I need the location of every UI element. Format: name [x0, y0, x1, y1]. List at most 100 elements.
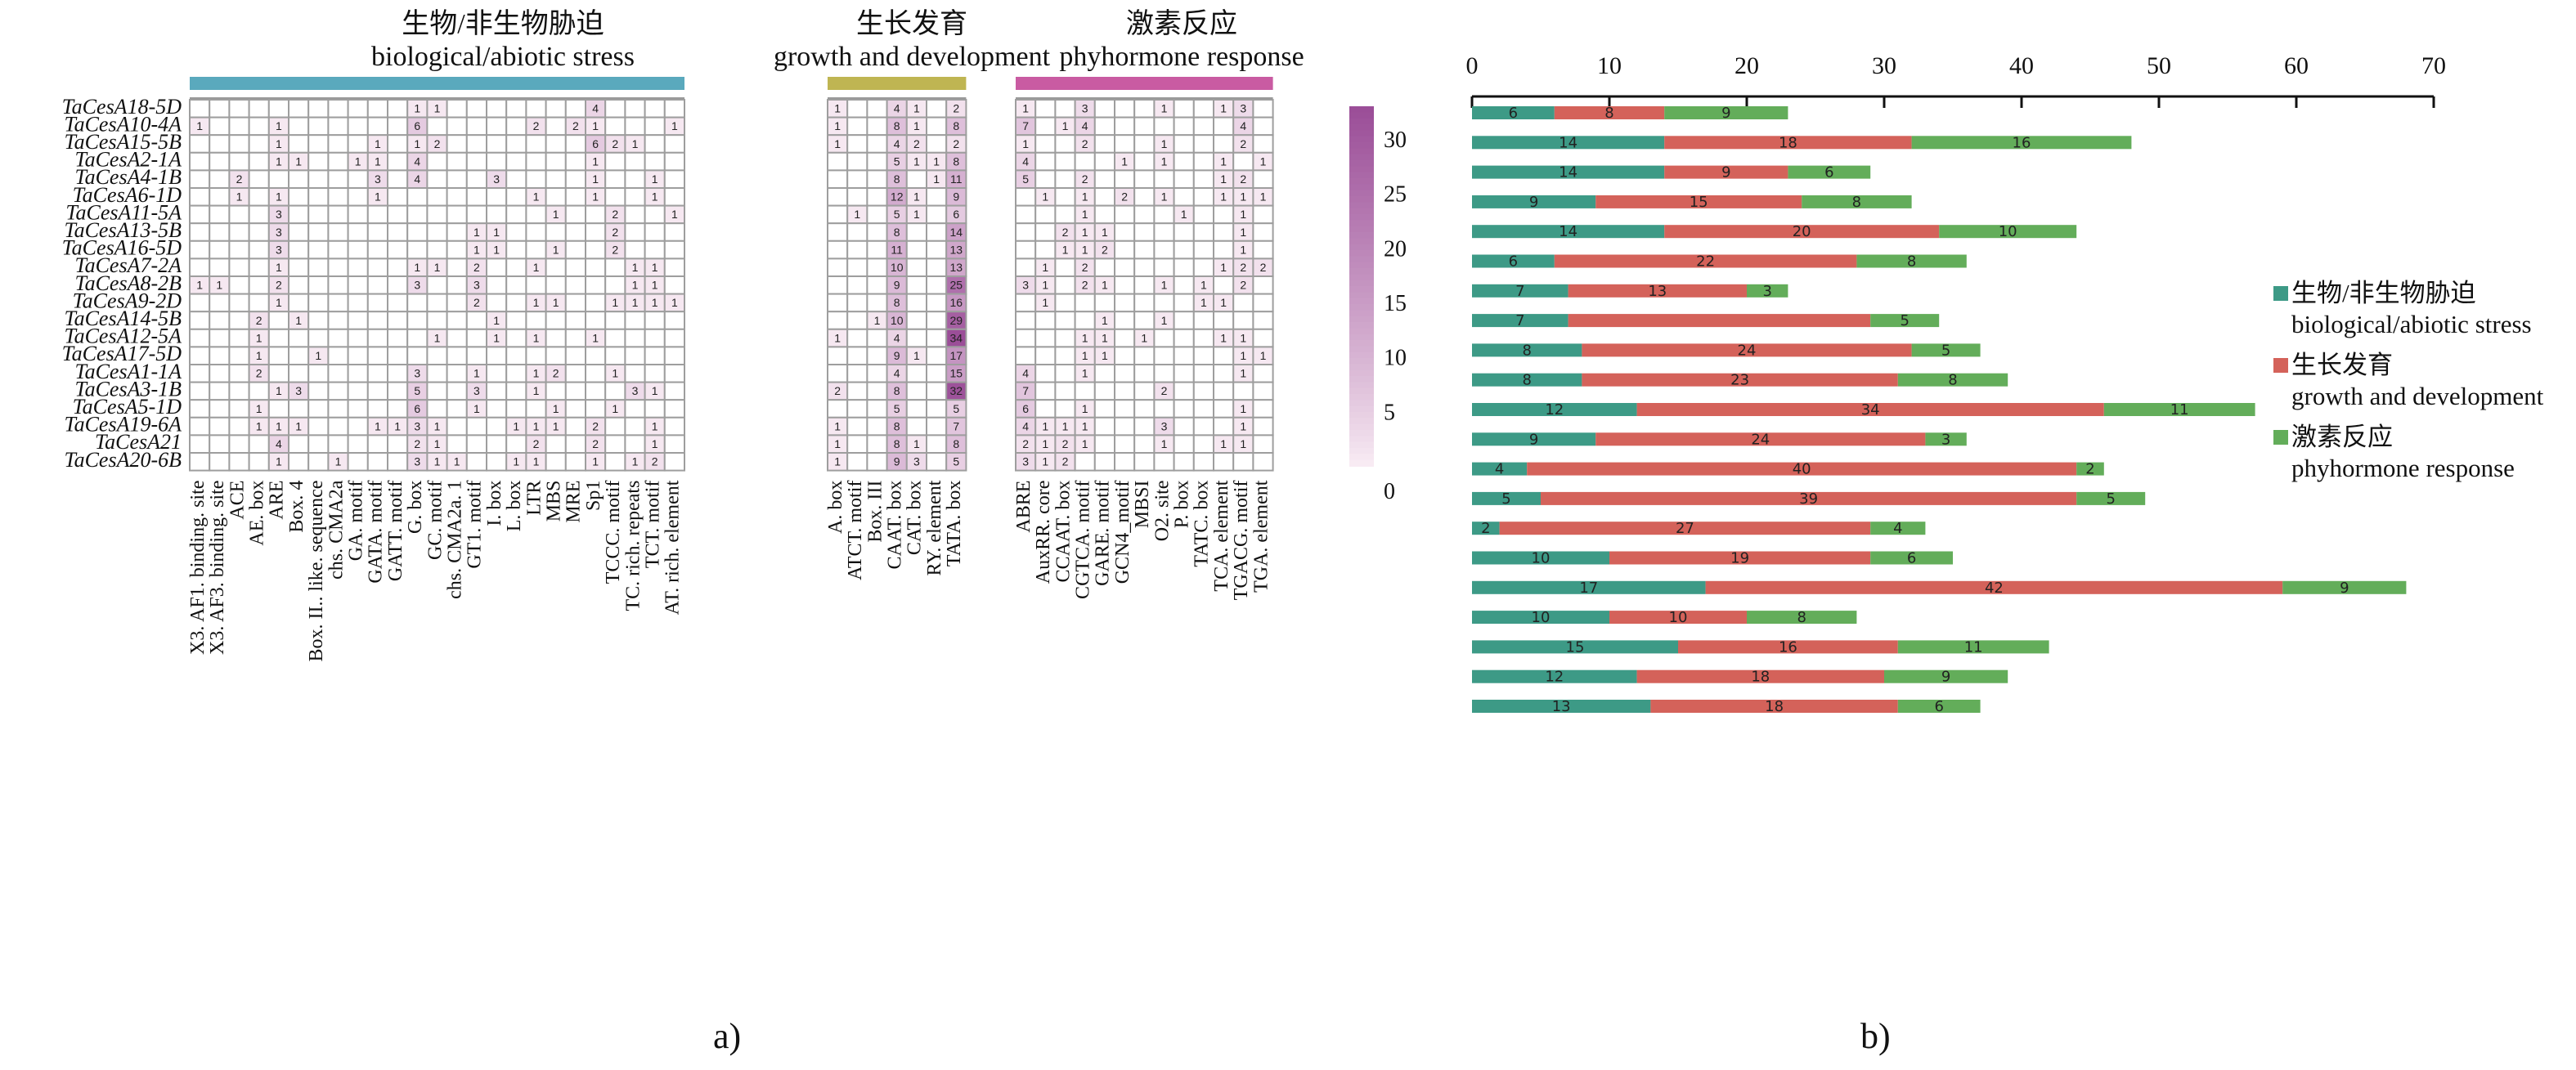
heatmap-cell: [604, 151, 626, 172]
heatmap-cell: [663, 311, 685, 330]
heatmap-cell: [545, 452, 567, 472]
heatmap-cell: [406, 293, 429, 313]
heatmap-cell: [644, 346, 666, 365]
heatmap-cell: [307, 151, 330, 172]
heatmap-cell: [1173, 434, 1195, 454]
colorbar-segment: [1349, 262, 1374, 269]
heatmap-cell: [387, 187, 409, 207]
heatmap-cell: [486, 134, 508, 154]
cell-value: 1: [513, 419, 519, 432]
heatmap-cell: [209, 293, 231, 313]
cell-value: 1: [434, 455, 441, 468]
heatmap-cell: [585, 399, 607, 419]
bar-data-label: 14: [1559, 134, 1577, 151]
heatmap-cell: [1133, 416, 1156, 437]
cell-value: 3: [1022, 455, 1029, 468]
heatmap-cell: [1173, 293, 1195, 313]
heatmap-cell: [905, 293, 928, 313]
heatmap-cell: [585, 257, 607, 277]
cell-value: 1: [1161, 154, 1168, 168]
column-label: TCCC. motif: [603, 481, 624, 584]
cell-value: 1: [256, 349, 263, 362]
cell-value: 1: [1042, 279, 1048, 292]
bar-segment: [1541, 491, 2077, 505]
cell-value: 3: [414, 455, 420, 468]
heatmap-cell: [209, 240, 231, 260]
cell-value: 9: [894, 349, 900, 362]
heatmap-cell: [465, 311, 487, 330]
cell-value: 2: [256, 314, 263, 327]
cell-value: 16: [950, 296, 963, 309]
bar-data-label: 10: [1532, 609, 1551, 626]
heatmap-cell: [465, 204, 487, 225]
heatmap-cell: [663, 434, 685, 454]
heatmap-cell: [1114, 364, 1136, 383]
cell-value: 3: [1161, 419, 1168, 432]
heatmap-cell: [1213, 399, 1235, 419]
heatmap-cell: [189, 99, 211, 119]
colorbar-segment: [1349, 214, 1374, 222]
cell-value: 10: [891, 261, 904, 274]
cell-value: 3: [414, 279, 420, 292]
heatmap-cell: [624, 169, 646, 189]
heatmap-cell: [307, 328, 330, 348]
heatmap-cell: [228, 204, 250, 225]
heatmap-cell: [564, 293, 586, 313]
colorbar-segment: [1349, 178, 1374, 186]
cell-value: 8: [894, 226, 900, 239]
heatmap-cell: [288, 187, 310, 207]
heatmap-cell: [1213, 240, 1235, 260]
cell-value: 5: [953, 455, 959, 468]
cell-value: 1: [612, 367, 618, 380]
cell-value: 1: [1240, 208, 1246, 221]
heatmap-cell: [663, 399, 685, 419]
column-label: GATA. motif: [366, 481, 387, 584]
bar-segment: [1897, 700, 1981, 713]
heatmap-cell: [486, 434, 508, 454]
cell-value: 1: [414, 102, 420, 115]
heatmap-cell: [505, 434, 527, 454]
column-label: GT1. motif: [464, 481, 486, 569]
heatmap-cell: [1213, 452, 1235, 472]
heatmap-cell: [827, 346, 849, 365]
heatmap-cell: [663, 99, 685, 119]
heatmap-cell: [1133, 257, 1156, 277]
column-label: TGA. element: [1250, 480, 1272, 593]
heatmap-cell: [926, 364, 948, 383]
heatmap-cell: [1093, 99, 1116, 119]
cell-value: 3: [276, 226, 282, 239]
heatmap-cell: [486, 293, 508, 313]
heatmap-cell: [366, 204, 388, 225]
heatmap-cell: [209, 204, 231, 225]
heatmap-cell: [1252, 116, 1274, 137]
heatmap-cell: [1114, 222, 1136, 242]
heatmap-cell: [406, 204, 429, 225]
heatmap-cell: [486, 452, 508, 472]
cell-value: 8: [894, 296, 900, 309]
cell-value: 2: [612, 137, 618, 150]
heatmap-cell: [446, 416, 468, 437]
heatmap-cell: [465, 99, 487, 119]
cell-value: 1: [276, 384, 282, 397]
heatmap-cell: [866, 134, 888, 154]
heatmap-cell: [327, 311, 349, 330]
heatmap-cell: [1173, 328, 1195, 348]
heatmap-cell: [209, 257, 231, 277]
column-label: ATCT. motif: [845, 481, 866, 580]
heatmap-cell: [1114, 116, 1136, 137]
cell-value: 2: [953, 137, 959, 150]
heatmap-cell: [288, 222, 310, 242]
cell-value: 1: [256, 402, 263, 415]
heatmap-cell: [288, 204, 310, 225]
heatmap-cell: [327, 222, 349, 242]
x-tick-label: 50: [2147, 52, 2171, 79]
heatmap-cell: [846, 99, 868, 119]
heatmap-cell: [307, 364, 330, 383]
column-label: TCT. motif: [643, 481, 664, 569]
heatmap-cell: [926, 222, 948, 242]
heatmap-cell: [1093, 293, 1116, 313]
heatmap-cell: [1252, 399, 1274, 419]
cell-value: 3: [295, 384, 302, 397]
heatmap-cell: [505, 257, 527, 277]
heatmap-cell: [446, 222, 468, 242]
